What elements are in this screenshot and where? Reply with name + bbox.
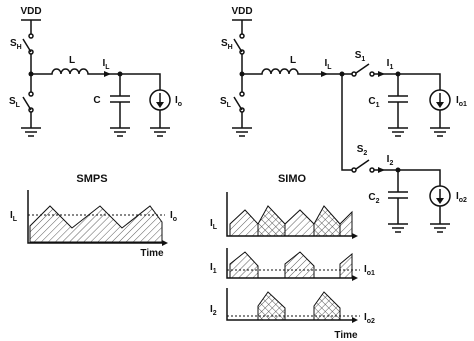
switch-2-label: S2 bbox=[357, 144, 368, 157]
supply-label: VDD bbox=[20, 6, 41, 17]
label-main: I bbox=[387, 154, 390, 165]
capacitor-2-label: C2 bbox=[368, 192, 379, 205]
inductor-label: L bbox=[290, 55, 296, 66]
label-subscript: 2 bbox=[376, 198, 380, 205]
smps-circuit bbox=[20, 19, 171, 137]
title-label: SMPS bbox=[76, 173, 107, 185]
inductor-current-label: IL bbox=[324, 58, 332, 71]
label-main: I bbox=[324, 58, 327, 69]
label-subscript: 1 bbox=[361, 56, 365, 63]
label-subscript: H bbox=[228, 44, 233, 51]
high-switch-label: SH bbox=[10, 38, 22, 51]
label-subscript: 2 bbox=[363, 150, 367, 157]
simo-circuit bbox=[231, 19, 451, 233]
title-label: SIMO bbox=[278, 173, 307, 185]
label-subscript: o bbox=[173, 216, 177, 223]
label-main: S bbox=[10, 38, 17, 49]
label-subscript: 2 bbox=[213, 310, 217, 317]
level-2-label-label: Io2 bbox=[364, 312, 375, 325]
label-subscript: L bbox=[13, 216, 18, 223]
label-main: S bbox=[9, 96, 16, 107]
label-subscript: L bbox=[16, 102, 21, 109]
simo-waveforms bbox=[226, 192, 360, 323]
label-main: I bbox=[170, 210, 173, 221]
label-main: I bbox=[387, 58, 390, 69]
capacitor-label: C bbox=[93, 95, 100, 106]
x-label-label: Time bbox=[334, 330, 358, 341]
label-main: I bbox=[210, 218, 213, 229]
supply-label: VDD bbox=[231, 6, 252, 17]
label-main: I bbox=[364, 264, 367, 275]
x-label-label: Time bbox=[140, 248, 164, 259]
output-2-label-label: I2 bbox=[210, 304, 217, 317]
output-1-current-label: I1 bbox=[387, 58, 394, 71]
label-main: S bbox=[357, 144, 364, 155]
label-main: S bbox=[221, 38, 228, 49]
label-main: I bbox=[456, 95, 459, 106]
label-main: I bbox=[364, 312, 367, 323]
label-subscript: 1 bbox=[213, 268, 217, 275]
label-main: I bbox=[10, 210, 13, 221]
label-subscript: 1 bbox=[376, 102, 380, 109]
capacitor-1-label: C1 bbox=[368, 96, 379, 109]
label-main: I bbox=[210, 262, 213, 273]
label-subscript: 2 bbox=[389, 160, 393, 167]
load-1-current-label: Io1 bbox=[456, 95, 467, 108]
label-main: C bbox=[368, 96, 375, 107]
label-subscript: L bbox=[327, 64, 332, 71]
label-subscript: o1 bbox=[459, 101, 467, 108]
label-subscript: L bbox=[213, 224, 218, 231]
label-subscript: o bbox=[178, 101, 182, 108]
output-2-current-label: I2 bbox=[387, 154, 394, 167]
smps-waveform bbox=[27, 190, 168, 246]
label-main: S bbox=[220, 96, 227, 107]
inductor-label: L bbox=[69, 55, 75, 66]
label-main: C bbox=[368, 192, 375, 203]
level-label-label: Io bbox=[170, 210, 177, 223]
label-main: I bbox=[175, 95, 178, 106]
label-subscript: L bbox=[105, 64, 110, 71]
label-subscript: o1 bbox=[367, 270, 375, 277]
label-main: I bbox=[456, 191, 459, 202]
load-current-label: Io bbox=[175, 95, 182, 108]
label-subscript: 1 bbox=[389, 64, 393, 71]
low-switch-label: SL bbox=[220, 96, 232, 109]
level-1-label-label: Io1 bbox=[364, 264, 375, 277]
inductor-current-label: IL bbox=[102, 58, 110, 71]
label-main: S bbox=[355, 50, 362, 61]
label-main: I bbox=[210, 304, 213, 315]
output-1-label-label: I1 bbox=[210, 262, 217, 275]
y-label-label: IL bbox=[10, 210, 18, 223]
switch-1-label: S1 bbox=[355, 50, 366, 63]
load-2-current-label: Io2 bbox=[456, 191, 467, 204]
inductor-label-label: IL bbox=[210, 218, 218, 231]
low-switch-label: SL bbox=[9, 96, 21, 109]
high-switch-label: SH bbox=[221, 38, 233, 51]
label-subscript: o2 bbox=[367, 318, 375, 325]
label-subscript: o2 bbox=[459, 197, 467, 204]
label-subscript: L bbox=[227, 102, 232, 109]
label-main: I bbox=[102, 58, 105, 69]
label-subscript: H bbox=[17, 44, 22, 51]
